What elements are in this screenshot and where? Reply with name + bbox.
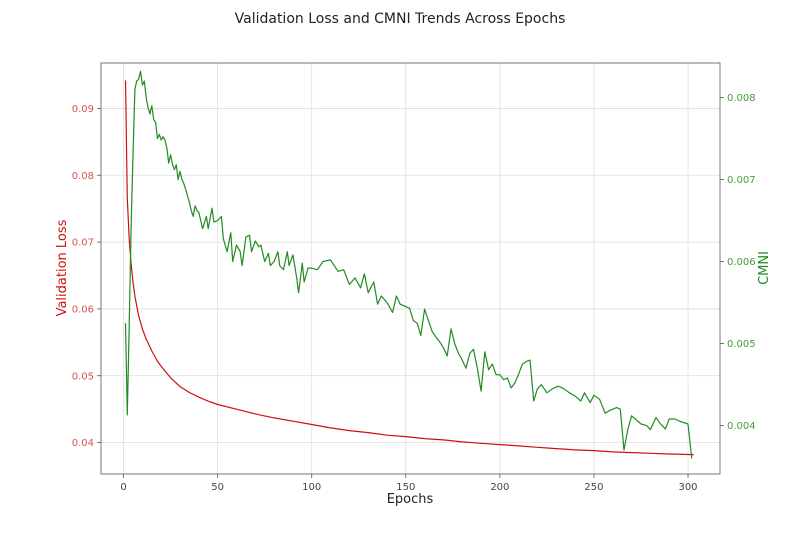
left-y-tick-label: 0.07 — [72, 238, 94, 249]
right-y-tick-label: 0.008 — [727, 93, 756, 104]
x-axis-ticks: 0 50 100 150 200 250 300 — [120, 474, 698, 493]
right-y-axis-ticks: 0.004 0.005 0.006 0.007 0.008 — [720, 93, 756, 432]
left-y-axis-label: Validation Loss — [55, 219, 70, 316]
x-tick-label: 300 — [678, 482, 697, 493]
left-y-tick-label: 0.05 — [72, 371, 94, 382]
left-y-tick-label: 0.08 — [72, 171, 94, 182]
grid-lines — [101, 63, 720, 474]
series-lines — [124, 70, 694, 459]
x-tick-label: 100 — [302, 482, 321, 493]
x-tick-label: 250 — [584, 482, 603, 493]
cmni-line — [124, 70, 693, 459]
chart-title: Validation Loss and CMNI Trends Across E… — [235, 11, 566, 27]
right-y-axis-label: CMNI — [757, 251, 772, 285]
right-y-tick-label: 0.007 — [727, 175, 756, 186]
left-y-axis-ticks: 0.04 0.05 0.06 0.07 0.08 0.09 — [72, 104, 101, 449]
left-y-tick-label: 0.06 — [72, 304, 94, 315]
x-tick-label: 200 — [490, 482, 509, 493]
x-tick-label: 0 — [120, 482, 126, 493]
plot-frame — [100, 62, 721, 475]
right-y-tick-label: 0.004 — [727, 421, 756, 432]
validation-loss-line — [124, 80, 694, 456]
left-y-tick-label: 0.04 — [72, 438, 94, 449]
x-tick-label: 50 — [211, 482, 224, 493]
x-axis-label: Epochs — [387, 492, 434, 507]
right-y-tick-label: 0.006 — [727, 257, 756, 268]
left-y-tick-label: 0.09 — [72, 104, 94, 115]
x-tick-label: 150 — [396, 482, 415, 493]
right-y-tick-label: 0.005 — [727, 339, 756, 350]
